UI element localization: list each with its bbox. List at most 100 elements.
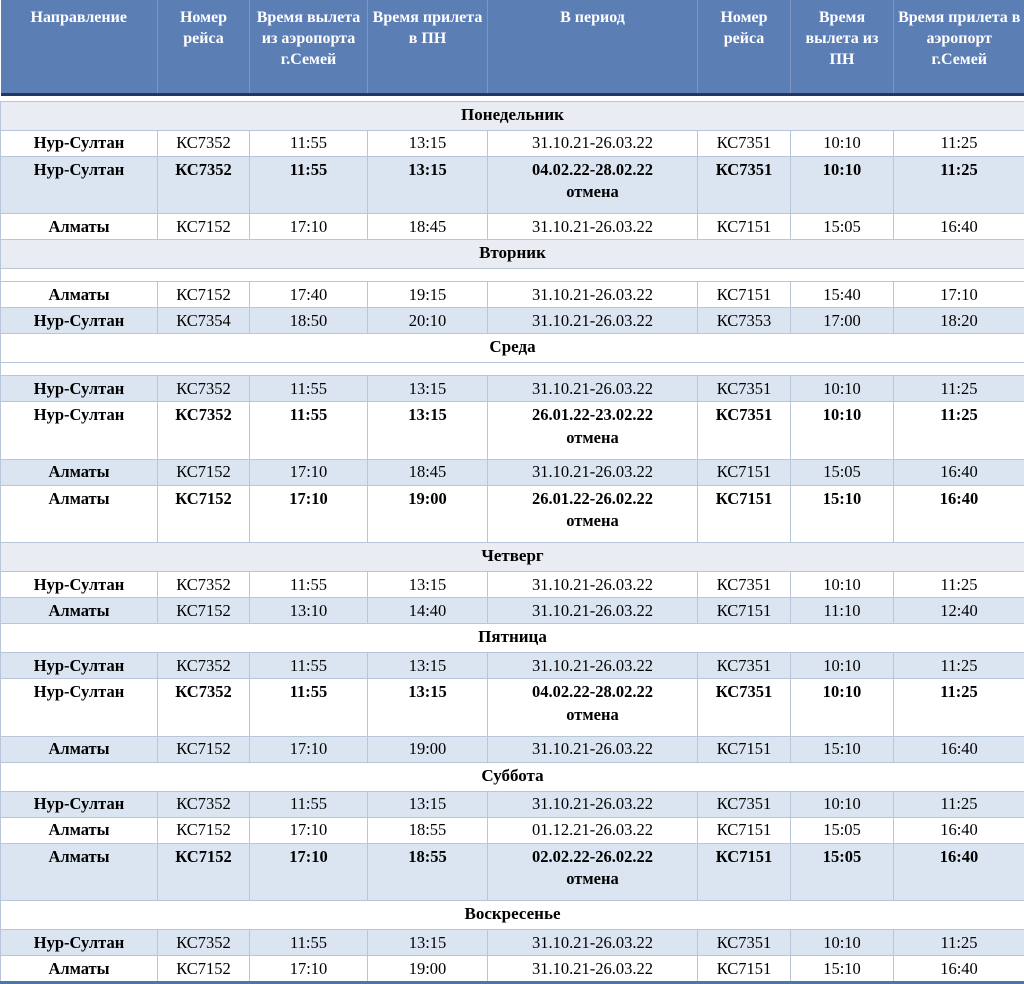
cell-arrival-semey: 12:40 xyxy=(894,598,1024,624)
cell-direction: Нур-Султан xyxy=(1,791,158,817)
cell-flight-number-return: КС7351 xyxy=(698,376,791,402)
cell-arrival-semey: 16:40 xyxy=(894,736,1024,762)
day-band: Суббота xyxy=(1,762,1024,791)
cell-period: 31.10.21-26.03.22 xyxy=(488,130,698,156)
cell-flight-number-out: КС7352 xyxy=(158,402,250,460)
cell-departure-semey: 17:40 xyxy=(250,282,368,308)
cell-departure-semey: 11:55 xyxy=(250,156,368,214)
cell-departure-pn: 15:05 xyxy=(791,459,894,485)
cell-arrival-pn: 13:15 xyxy=(368,376,488,402)
cancellation-note: отмена xyxy=(490,427,695,449)
cell-arrival-pn: 18:55 xyxy=(368,817,488,843)
cell-flight-number-return: КС7151 xyxy=(698,214,791,240)
spacer-cell xyxy=(1,269,1024,282)
cell-flight-number-out: КС7352 xyxy=(158,653,250,679)
cell-flight-number-out: КС7152 xyxy=(158,282,250,308)
cell-arrival-semey: 17:10 xyxy=(894,282,1024,308)
cell-period: 31.10.21-26.03.22 xyxy=(488,598,698,624)
day-band-label: Пятница xyxy=(1,624,1024,653)
cell-arrival-pn: 13:15 xyxy=(368,679,488,737)
cell-arrival-semey: 11:25 xyxy=(894,572,1024,598)
cell-departure-pn: 15:05 xyxy=(791,214,894,240)
cell-direction: Алматы xyxy=(1,214,158,240)
cell-period: 31.10.21-26.03.22 xyxy=(488,791,698,817)
cell-direction: Нур-Султан xyxy=(1,679,158,737)
cell-arrival-semey: 11:25 xyxy=(894,156,1024,214)
cell-arrival-pn: 13:15 xyxy=(368,402,488,460)
spacer-cell xyxy=(1,363,1024,376)
cancellation-note: отмена xyxy=(490,868,695,890)
cell-departure-pn: 10:10 xyxy=(791,572,894,598)
cell-departure-semey: 18:50 xyxy=(250,308,368,334)
cell-arrival-pn: 18:55 xyxy=(368,843,488,901)
cell-flight-number-out: КС7354 xyxy=(158,308,250,334)
column-header-flight-number-return: Номер рейса xyxy=(698,0,791,95)
spacer-row xyxy=(1,269,1024,282)
cell-direction: Алматы xyxy=(1,736,158,762)
cell-flight-number-out: КС7152 xyxy=(158,598,250,624)
cell-flight-number-return: КС7351 xyxy=(698,572,791,598)
cell-direction: Алматы xyxy=(1,485,158,543)
cell-departure-pn: 17:00 xyxy=(791,308,894,334)
cell-period: 31.10.21-26.03.22 xyxy=(488,214,698,240)
cell-arrival-semey: 16:40 xyxy=(894,956,1024,983)
day-band-label: Суббота xyxy=(1,762,1024,791)
cell-arrival-semey: 11:25 xyxy=(894,791,1024,817)
cell-arrival-semey: 11:25 xyxy=(894,402,1024,460)
cell-arrival-pn: 19:00 xyxy=(368,736,488,762)
cell-flight-number-out: КС7152 xyxy=(158,214,250,240)
cell-flight-number-return: КС7151 xyxy=(698,485,791,543)
cell-flight-number-out: КС7352 xyxy=(158,791,250,817)
spacer-cell xyxy=(1,95,1024,102)
cell-flight-number-return: КС7351 xyxy=(698,679,791,737)
day-band: Среда xyxy=(1,334,1024,363)
cell-departure-pn: 15:10 xyxy=(791,485,894,543)
cell-departure-semey: 11:55 xyxy=(250,930,368,956)
cell-flight-number-return: КС7151 xyxy=(698,956,791,983)
cell-arrival-semey: 16:40 xyxy=(894,214,1024,240)
cell-departure-pn: 15:10 xyxy=(791,956,894,983)
cell-flight-number-return: КС7351 xyxy=(698,130,791,156)
cell-period: 31.10.21-26.03.22 xyxy=(488,282,698,308)
cell-flight-number-return: КС7151 xyxy=(698,817,791,843)
day-band-label: Воскресенье xyxy=(1,901,1024,930)
cell-flight-number-return: КС7151 xyxy=(698,459,791,485)
column-header-period: В период xyxy=(488,0,698,95)
cell-arrival-pn: 19:00 xyxy=(368,956,488,983)
cell-arrival-pn: 13:15 xyxy=(368,156,488,214)
cell-direction: Алматы xyxy=(1,282,158,308)
cell-departure-semey: 11:55 xyxy=(250,376,368,402)
cell-direction: Алматы xyxy=(1,817,158,843)
cell-arrival-pn: 18:45 xyxy=(368,214,488,240)
cell-arrival-semey: 16:40 xyxy=(894,843,1024,901)
cell-flight-number-out: КС7352 xyxy=(158,376,250,402)
cell-period: 31.10.21-26.03.22 xyxy=(488,653,698,679)
cell-direction: Нур-Султан xyxy=(1,572,158,598)
cell-direction: Нур-Султан xyxy=(1,402,158,460)
cell-arrival-semey: 11:25 xyxy=(894,376,1024,402)
cell-departure-pn: 10:10 xyxy=(791,402,894,460)
cell-direction: Нур-Султан xyxy=(1,130,158,156)
cell-period: 31.10.21-26.03.22 xyxy=(488,459,698,485)
cell-flight-number-out: КС7352 xyxy=(158,156,250,214)
cell-arrival-semey: 16:40 xyxy=(894,485,1024,543)
cell-departure-pn: 11:10 xyxy=(791,598,894,624)
cell-flight-number-out: КС7352 xyxy=(158,130,250,156)
cell-arrival-pn: 13:15 xyxy=(368,791,488,817)
day-band-label: Четверг xyxy=(1,543,1024,572)
day-band-label: Среда xyxy=(1,334,1024,363)
cell-departure-pn: 10:10 xyxy=(791,130,894,156)
